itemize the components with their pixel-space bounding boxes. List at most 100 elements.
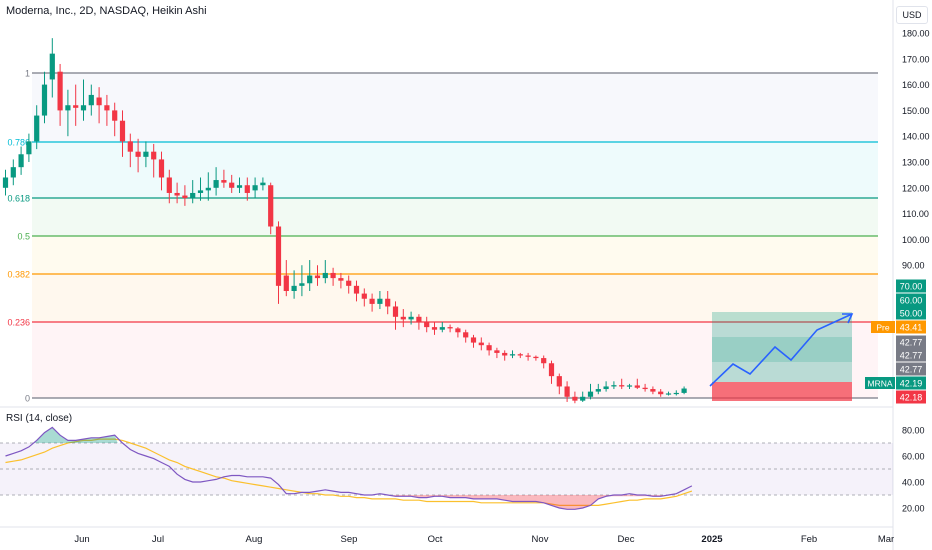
price-tag-bg bbox=[896, 376, 926, 390]
candle-body bbox=[112, 110, 118, 121]
candle-body bbox=[143, 151, 149, 157]
price-tag-bg bbox=[896, 390, 926, 404]
price-tag: 42.19 bbox=[900, 379, 923, 389]
candle-body bbox=[2, 177, 9, 188]
fib-level-label: 0 bbox=[25, 394, 30, 404]
candle-body bbox=[369, 298, 375, 304]
price-tick-label: 100.00 bbox=[902, 235, 930, 245]
price-tag: 60.00 bbox=[900, 296, 923, 306]
candle-body bbox=[283, 275, 289, 291]
candle-body bbox=[174, 192, 180, 196]
candle-body bbox=[260, 182, 266, 186]
candle-body bbox=[322, 272, 328, 279]
candle-body bbox=[525, 355, 531, 357]
price-tick-label: 110.00 bbox=[902, 209, 929, 219]
candle-body bbox=[572, 396, 578, 401]
candle-body bbox=[330, 272, 336, 279]
candle-body bbox=[73, 105, 79, 108]
time-tick-label: Mar bbox=[878, 534, 894, 545]
candle-body bbox=[197, 190, 204, 193]
candle-body bbox=[642, 387, 648, 390]
time-tick-label: Nov bbox=[532, 534, 549, 545]
candle-body bbox=[502, 352, 508, 356]
candle-body bbox=[455, 328, 461, 333]
time-tick-label: Jun bbox=[74, 534, 89, 545]
price-tag: 42.77 bbox=[900, 338, 923, 348]
candle-body bbox=[673, 392, 679, 395]
candle-body bbox=[221, 180, 227, 183]
projection-arrow bbox=[709, 313, 854, 387]
time-tick-label: Dec bbox=[618, 534, 635, 545]
candle-body bbox=[88, 94, 94, 106]
candle-body bbox=[634, 385, 640, 388]
candle-body bbox=[244, 185, 250, 193]
fib-band bbox=[32, 236, 878, 274]
candle-body bbox=[470, 337, 477, 343]
candle-body bbox=[10, 167, 16, 178]
chart-title: Moderna, Inc., 2D, NASDAQ, Heikin Ashi bbox=[6, 5, 207, 17]
candle-body bbox=[213, 180, 219, 188]
rsi-tick-label: 80.00 bbox=[902, 426, 925, 436]
candle-body bbox=[517, 354, 523, 356]
candle-body bbox=[353, 285, 360, 294]
candle-body bbox=[533, 356, 539, 359]
candle-body bbox=[96, 97, 102, 106]
time-tick-label: Oct bbox=[428, 534, 443, 545]
price-tag-bg bbox=[896, 348, 926, 362]
candle-body bbox=[541, 358, 547, 364]
candle-body bbox=[478, 342, 484, 346]
time-tick-label: Sep bbox=[341, 534, 358, 545]
fib-level-label: 0.5 bbox=[17, 232, 30, 242]
price-tag: 42.77 bbox=[900, 365, 923, 375]
candle-body bbox=[127, 141, 133, 152]
rsi-tick-label: 20.00 bbox=[902, 504, 925, 514]
rsi-line bbox=[5, 426, 693, 510]
price-tag-prefix: MRNA bbox=[867, 379, 892, 389]
price-tag-prefix-bg bbox=[865, 377, 895, 389]
time-axis: Jun Jul Aug Sep Oct Nov Dec 2025 Feb Mar bbox=[74, 534, 894, 545]
candle-body bbox=[135, 151, 141, 157]
price-tick-label: 90.00 bbox=[902, 261, 925, 271]
candle-body bbox=[236, 185, 243, 188]
candle-body bbox=[361, 293, 367, 299]
candle-body bbox=[205, 187, 211, 191]
candle-body bbox=[431, 327, 438, 330]
rsi-indicator-label[interactable]: RSI (14, close) bbox=[6, 413, 73, 424]
candle-body bbox=[57, 71, 63, 111]
candle-body bbox=[338, 278, 344, 281]
price-tag-prefix: Pre bbox=[876, 323, 890, 333]
price-tag-bg bbox=[896, 362, 926, 376]
currency-selector[interactable]: USD bbox=[896, 6, 928, 24]
candle-body bbox=[595, 389, 601, 392]
candle-body bbox=[119, 120, 126, 142]
candle-body bbox=[104, 105, 110, 111]
price-tag: 42.77 bbox=[900, 351, 923, 361]
candle-body bbox=[190, 192, 196, 199]
price-axis: 180.00 170.00 160.00 150.00 140.00 130.00 120.… bbox=[902, 29, 930, 271]
candle-body bbox=[650, 389, 656, 392]
candle-body bbox=[385, 298, 391, 307]
candle-body bbox=[182, 195, 188, 199]
price-tag-bg bbox=[896, 293, 926, 307]
heikin-ashi-candles bbox=[2, 38, 687, 404]
price-tick-label: 170.00 bbox=[902, 54, 930, 64]
rsi-pane: 80.00 60.00 40.00 20.00 bbox=[0, 426, 925, 514]
fib-band bbox=[32, 142, 878, 198]
candle-body bbox=[34, 115, 40, 142]
rsi-tick-label: 60.00 bbox=[902, 452, 925, 462]
candle-body bbox=[41, 84, 48, 116]
price-tag: 43.41 bbox=[900, 323, 923, 333]
price-tick-label: 180.00 bbox=[902, 29, 930, 39]
candle-body bbox=[486, 345, 492, 351]
price-axis-labels: 70.00 60.00 50.00 Pre 43.41 42.77 42.77 42.77 MR… bbox=[865, 279, 926, 404]
candle-body bbox=[377, 298, 383, 304]
fib-level-label: 1 bbox=[25, 69, 30, 79]
candle-body bbox=[151, 151, 157, 160]
arrow-head bbox=[842, 313, 854, 324]
price-tick-label: 140.00 bbox=[902, 132, 930, 142]
candle-body bbox=[619, 385, 625, 387]
price-tag-bg bbox=[896, 335, 926, 349]
candle-body bbox=[681, 388, 687, 393]
candle-body bbox=[439, 327, 445, 330]
